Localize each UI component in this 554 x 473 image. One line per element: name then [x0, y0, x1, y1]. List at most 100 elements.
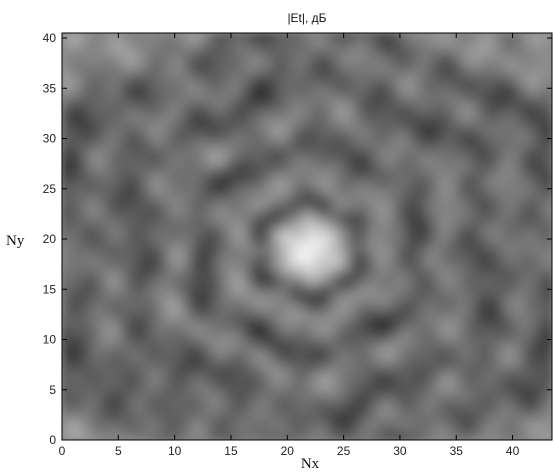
heatmap-cell	[169, 374, 176, 381]
heatmap-cell	[95, 434, 103, 440]
heatmap-cell	[388, 424, 395, 431]
heatmap-cell	[62, 128, 69, 135]
heatmap-cell	[84, 419, 91, 426]
heatmap-cell	[191, 128, 198, 135]
heatmap-cell	[225, 414, 232, 421]
heatmap-cell	[321, 419, 328, 426]
heatmap-cell	[259, 98, 266, 104]
heatmap-cell	[214, 168, 221, 175]
heatmap-cell	[326, 183, 333, 190]
heatmap-cell	[292, 434, 300, 440]
heatmap-cell	[67, 329, 74, 336]
heatmap-cell	[304, 38, 311, 44]
heatmap-cell	[349, 274, 356, 280]
heatmap-cell	[169, 203, 176, 210]
heatmap-cell	[332, 118, 339, 125]
heatmap-cell	[112, 289, 119, 295]
heatmap-cell	[129, 153, 136, 160]
heatmap-cell	[90, 193, 97, 200]
heatmap-cell	[276, 158, 283, 165]
heatmap-cell	[298, 289, 305, 295]
heatmap-cell	[95, 178, 103, 185]
heatmap-cell	[84, 329, 91, 336]
heatmap-cell	[230, 208, 238, 215]
heatmap-cell	[225, 223, 232, 230]
heatmap-cell	[321, 424, 328, 431]
heatmap-cell	[95, 394, 103, 401]
heatmap-cell	[157, 33, 164, 39]
heatmap-cell	[219, 269, 226, 275]
heatmap-cell	[309, 299, 317, 305]
heatmap-cell	[377, 88, 384, 94]
heatmap-cell	[270, 133, 277, 140]
heatmap-cell	[371, 434, 378, 440]
heatmap-cell	[135, 178, 142, 185]
heatmap-cell	[123, 208, 131, 215]
heatmap-cell	[185, 178, 193, 185]
heatmap-cell	[366, 33, 373, 39]
heatmap-cell	[309, 314, 317, 320]
heatmap-cell	[354, 218, 362, 225]
heatmap-cell	[349, 118, 356, 125]
heatmap-cell	[343, 289, 350, 295]
heatmap-cell	[95, 279, 103, 285]
heatmap-cell	[253, 108, 260, 114]
heatmap-cell	[135, 414, 142, 421]
heatmap-cell	[383, 359, 390, 366]
heatmap-cell	[146, 38, 153, 44]
heatmap-cell	[146, 33, 153, 39]
heatmap-cell	[366, 339, 373, 346]
heatmap-cell	[354, 414, 362, 421]
heatmap-cell	[169, 434, 176, 440]
heatmap-cell	[337, 389, 345, 396]
heatmap-cell	[135, 83, 142, 89]
heatmap-cell	[140, 43, 148, 49]
heatmap-cell	[270, 424, 277, 431]
heatmap-cell	[78, 113, 86, 120]
heatmap-cell	[394, 88, 401, 94]
heatmap-cell	[163, 98, 170, 104]
heatmap-cell	[264, 48, 271, 54]
heatmap-cell	[259, 274, 266, 280]
heatmap-cell	[253, 394, 260, 401]
heatmap-cell	[169, 379, 176, 386]
heatmap-cell	[208, 379, 215, 386]
heatmap-cell	[287, 58, 294, 64]
heatmap-cell	[247, 223, 255, 230]
heatmap-cell	[332, 228, 339, 235]
heatmap-cell	[202, 63, 210, 69]
heatmap-cell	[101, 264, 108, 270]
heatmap-cell	[146, 364, 153, 371]
heatmap-cell	[360, 118, 367, 125]
heatmap-cell	[90, 218, 97, 225]
heatmap-cell	[225, 404, 232, 411]
heatmap-cell	[73, 309, 80, 315]
heatmap-cell	[315, 173, 322, 180]
heatmap-cell	[157, 409, 164, 416]
heatmap-cell	[225, 158, 232, 165]
heatmap-cell	[264, 314, 271, 320]
heatmap-cell	[343, 138, 350, 145]
heatmap-cell	[129, 419, 136, 426]
heatmap-cell	[152, 128, 159, 135]
heatmap-cell	[399, 369, 407, 376]
heatmap-cell	[276, 259, 283, 265]
heatmap-cell	[321, 188, 328, 195]
heatmap-cell	[180, 434, 187, 440]
heatmap-cell	[174, 364, 181, 371]
heatmap-cell	[332, 394, 339, 401]
heatmap-cell	[309, 48, 317, 54]
heatmap-cell	[270, 314, 277, 320]
heatmap-cell	[236, 128, 243, 135]
heatmap-cell	[343, 198, 350, 205]
heatmap-cell	[253, 319, 260, 326]
heatmap-cell	[343, 429, 350, 436]
heatmap-cell	[281, 394, 288, 401]
heatmap-cell	[95, 254, 103, 260]
heatmap-cell	[377, 108, 384, 114]
heatmap-cell	[399, 118, 407, 125]
heatmap-cell	[84, 299, 91, 305]
heatmap-cell	[264, 148, 271, 155]
heatmap-cell	[146, 208, 153, 215]
heatmap-cell	[247, 394, 255, 401]
